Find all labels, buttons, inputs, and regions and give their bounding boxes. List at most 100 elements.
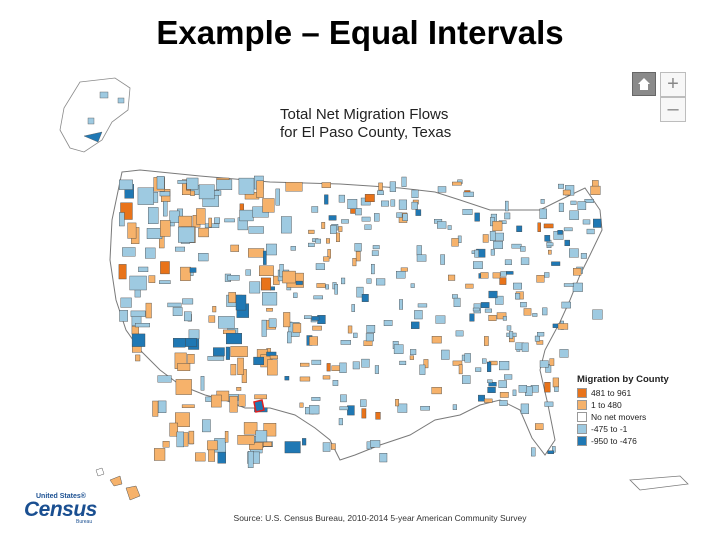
- county-patch: [390, 199, 396, 207]
- county-patch: [410, 349, 417, 355]
- county-patch: [401, 176, 407, 187]
- us-county-map: [59, 77, 689, 501]
- county-patch: [253, 356, 265, 366]
- county-patch: [419, 364, 426, 375]
- county-patch: [321, 182, 331, 188]
- county-patch: [162, 201, 168, 217]
- county-patch: [414, 310, 423, 320]
- county-patch: [339, 362, 347, 373]
- county-patch: [287, 331, 292, 344]
- legend-label: No net movers: [591, 412, 647, 422]
- county-patch: [267, 359, 278, 376]
- county-patch: [299, 402, 304, 408]
- county-patch: [341, 219, 349, 224]
- county-patch: [521, 342, 529, 352]
- county-patch: [167, 302, 182, 308]
- county-patch: [208, 315, 216, 323]
- county-patch: [338, 418, 343, 426]
- county-patch: [188, 329, 200, 339]
- county-patch: [313, 295, 324, 300]
- county-patch: [241, 369, 247, 383]
- county-patch: [393, 344, 404, 354]
- county-patch: [590, 185, 601, 195]
- county-patch: [504, 374, 513, 380]
- county-patch: [452, 360, 463, 366]
- legend-label: -950 to -476: [591, 436, 637, 446]
- county-patch: [534, 335, 540, 342]
- county-patch: [453, 297, 461, 308]
- county-patch: [347, 405, 355, 416]
- county-patch: [499, 400, 508, 406]
- county-patch: [162, 441, 170, 448]
- county-patch: [213, 347, 225, 357]
- county-patch: [198, 184, 215, 200]
- county-patch: [592, 309, 603, 320]
- county-patch: [539, 360, 549, 368]
- county-patch: [537, 332, 545, 337]
- county-patch: [160, 261, 170, 275]
- county-patch: [131, 333, 146, 347]
- county-patch: [570, 200, 577, 205]
- county-patch: [360, 399, 367, 407]
- county-patch: [321, 222, 326, 229]
- county-patch: [372, 245, 380, 250]
- source-note: Source: U.S. Census Bureau, 2010-2014 5-…: [233, 513, 527, 523]
- county-patch: [512, 389, 517, 396]
- county-patch: [262, 292, 278, 306]
- county-patch: [119, 212, 125, 227]
- county-patch: [169, 210, 180, 223]
- county-patch: [563, 227, 573, 232]
- county-patch: [475, 367, 482, 372]
- zoom-in-button[interactable]: +: [660, 72, 686, 97]
- county-patch: [182, 298, 194, 305]
- county-patch: [175, 412, 190, 428]
- county-patch: [338, 226, 343, 232]
- county-patch: [180, 266, 191, 281]
- county-patch: [284, 376, 290, 381]
- county-patches: [118, 175, 603, 468]
- county-patch: [355, 251, 361, 262]
- county-patch: [324, 194, 329, 205]
- county-patch: [214, 217, 221, 224]
- county-patch: [593, 218, 602, 228]
- county-patch: [431, 336, 442, 344]
- county-patch: [487, 387, 496, 393]
- county-patch: [261, 319, 267, 337]
- county-patch: [361, 358, 370, 368]
- county-patch: [247, 451, 260, 464]
- county-patch: [312, 325, 322, 331]
- county-patch: [488, 290, 498, 299]
- county-patch: [249, 442, 263, 450]
- county-patch: [376, 278, 386, 286]
- legend-swatch: [577, 400, 587, 410]
- county-patch: [212, 306, 217, 313]
- county-patch: [400, 267, 408, 272]
- county-patch: [505, 200, 509, 212]
- county-patch: [495, 295, 504, 305]
- county-patch: [465, 283, 474, 289]
- county-patch: [515, 293, 521, 300]
- county-patch: [557, 323, 569, 330]
- county-patch: [183, 311, 192, 322]
- county-patch: [131, 326, 140, 335]
- county-patch: [248, 226, 264, 234]
- county-patch: [518, 385, 527, 393]
- county-patch: [284, 441, 301, 454]
- county-patch: [504, 259, 512, 265]
- county-patch: [532, 313, 538, 317]
- county-patch: [122, 247, 136, 257]
- county-patch: [146, 228, 163, 239]
- county-patch: [188, 430, 195, 445]
- county-patch: [447, 225, 452, 230]
- home-button[interactable]: [632, 72, 656, 96]
- legend-swatch: [577, 424, 587, 434]
- zoom-out-button[interactable]: –: [660, 97, 686, 122]
- county-patch: [504, 212, 511, 220]
- county-patch: [308, 229, 315, 234]
- map-canvas[interactable]: [40, 60, 700, 505]
- county-patch: [326, 238, 330, 244]
- county-patch: [186, 177, 199, 190]
- county-patch: [268, 318, 277, 328]
- county-patch: [260, 277, 271, 291]
- county-patch: [283, 312, 291, 328]
